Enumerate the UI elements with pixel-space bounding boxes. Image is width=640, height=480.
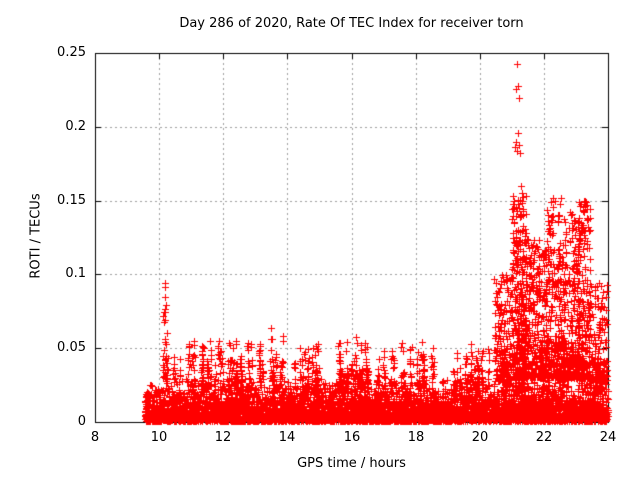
y-tick-label: 0.25 xyxy=(57,45,86,60)
y-tick-label: 0 xyxy=(77,414,86,429)
x-tick-label: 16 xyxy=(343,430,361,445)
y-tick-label: 0.1 xyxy=(65,266,86,281)
x-tick-label: 12 xyxy=(214,430,232,445)
x-tick-label: 24 xyxy=(599,430,617,445)
x-tick-label: 22 xyxy=(535,430,553,445)
y-tick-label: 0.2 xyxy=(65,119,86,134)
x-tick-label: 10 xyxy=(150,430,168,445)
y-tick-label: 0.05 xyxy=(57,340,86,355)
x-tick-label: 8 xyxy=(90,430,100,445)
x-axis-label: GPS time / hours xyxy=(297,456,406,471)
y-tick-label: 0.15 xyxy=(57,193,86,208)
x-tick-label: 20 xyxy=(471,430,489,445)
chart-title: Day 286 of 2020, Rate Of TEC Index for r… xyxy=(179,16,524,31)
x-tick-label: 18 xyxy=(407,430,425,445)
x-tick-label: 14 xyxy=(278,430,296,445)
